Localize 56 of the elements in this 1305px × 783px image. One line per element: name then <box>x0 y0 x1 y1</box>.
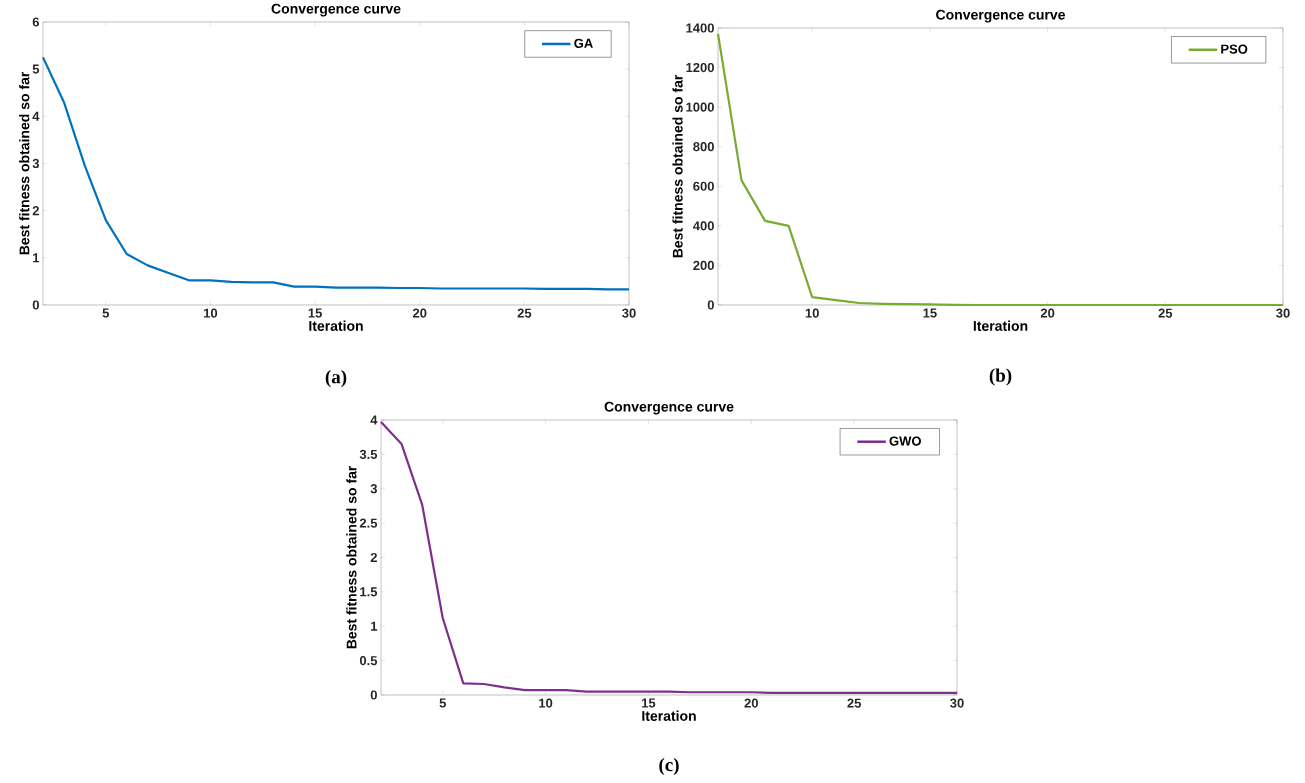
y-tick-label: 800 <box>693 142 714 152</box>
y-tick-label: 4 <box>370 415 378 425</box>
x-tick-label: 15 <box>642 698 656 708</box>
x-axis-title: Iteration <box>642 710 696 721</box>
x-tick-label: 15 <box>308 308 322 318</box>
y-tick-label: 200 <box>693 260 714 271</box>
y-tick-label: 0.5 <box>359 656 378 666</box>
y-tick-label: 2 <box>32 206 39 216</box>
y-tick-label: 0 <box>32 300 39 310</box>
y-tick-label: 600 <box>693 181 714 191</box>
y-tick-label: 3.5 <box>359 449 378 459</box>
x-tick-label: 15 <box>923 308 937 318</box>
y-tick-label: 0 <box>370 690 377 700</box>
y-tick-label: 2.5 <box>359 518 378 528</box>
y-tick-label: 1400 <box>686 23 714 33</box>
x-tick-label: 30 <box>622 308 636 318</box>
y-tick-label: 1200 <box>686 62 714 73</box>
y-tick-label: 1 <box>33 253 40 263</box>
y-tick-label: 4 <box>32 111 40 121</box>
x-tick-label: 20 <box>744 698 758 708</box>
x-axis-title: Iteration <box>973 320 1028 331</box>
chart-title: Convergence curve <box>604 401 734 415</box>
chart-title: Convergence curve <box>936 9 1065 23</box>
legend-label: GA <box>574 38 593 48</box>
chart-title: Convergence curve <box>271 3 401 17</box>
y-tick-label: 3 <box>370 484 378 494</box>
x-tick-label: 5 <box>439 698 446 708</box>
x-tick-label: 5 <box>102 308 110 318</box>
x-tick-label: 20 <box>1040 308 1055 318</box>
text: (c) <box>659 757 679 776</box>
y-tick-label: 5 <box>32 64 40 74</box>
y-tick-label: 1.5 <box>360 587 378 597</box>
x-axis-title: Iteration <box>309 320 363 331</box>
x-tick-label: 25 <box>847 698 862 708</box>
legend-label: GWO <box>889 436 921 446</box>
text: (b) <box>989 368 1012 386</box>
y-tick-label: 0 <box>707 300 714 310</box>
y-tick-label: 3 <box>32 158 40 169</box>
legend-label: PSO <box>1221 44 1248 54</box>
y-tick-label: 400 <box>692 221 714 231</box>
x-tick-label: 25 <box>1158 308 1173 318</box>
y-axis-title: Best fitness obtained so far <box>346 465 357 649</box>
x-tick-label: 10 <box>539 698 553 708</box>
x-tick-label: 30 <box>1276 308 1290 318</box>
y-tick-label: 6 <box>32 17 40 27</box>
x-tick-label: 10 <box>204 308 218 318</box>
y-tick-label: 1000 <box>686 102 714 112</box>
x-tick-label: 25 <box>517 308 532 318</box>
x-tick-label: 20 <box>412 308 427 318</box>
y-tick-label: 2 <box>370 552 377 563</box>
y-axis-title: Best fitness obtained so far <box>672 74 683 258</box>
y-tick-label: 1 <box>371 621 378 631</box>
x-tick-label: 10 <box>805 308 819 318</box>
x-tick-label: 30 <box>950 698 964 708</box>
y-axis-title: Best fitness obtained so far <box>19 71 30 255</box>
text: (a) <box>325 369 347 388</box>
